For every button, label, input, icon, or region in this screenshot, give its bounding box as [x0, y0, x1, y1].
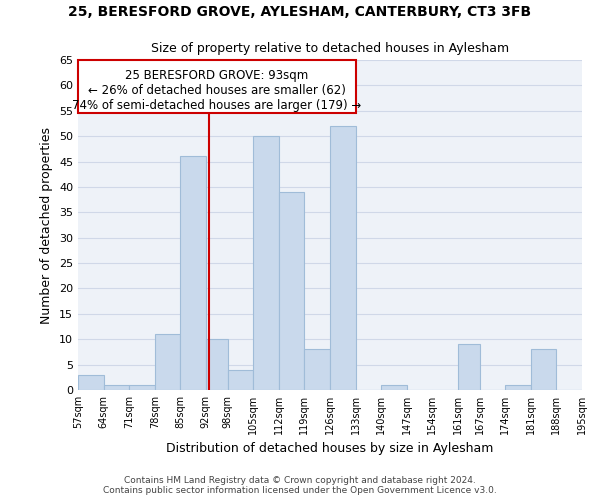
- Bar: [279, 192, 304, 390]
- FancyBboxPatch shape: [78, 60, 356, 114]
- Bar: [304, 350, 330, 390]
- Bar: [129, 385, 155, 390]
- Bar: [228, 370, 253, 390]
- Text: 74% of semi-detached houses are larger (179) →: 74% of semi-detached houses are larger (…: [72, 99, 361, 112]
- Bar: [458, 344, 480, 390]
- Text: ← 26% of detached houses are smaller (62): ← 26% of detached houses are smaller (62…: [88, 84, 346, 97]
- X-axis label: Distribution of detached houses by size in Aylesham: Distribution of detached houses by size …: [166, 442, 494, 456]
- Bar: [155, 334, 180, 390]
- Bar: [330, 126, 356, 390]
- Bar: [505, 385, 531, 390]
- Bar: [381, 385, 407, 390]
- Text: 25 BERESFORD GROVE: 93sqm: 25 BERESFORD GROVE: 93sqm: [125, 68, 308, 82]
- Text: 25, BERESFORD GROVE, AYLESHAM, CANTERBURY, CT3 3FB: 25, BERESFORD GROVE, AYLESHAM, CANTERBUR…: [68, 5, 532, 19]
- Bar: [78, 375, 104, 390]
- Y-axis label: Number of detached properties: Number of detached properties: [40, 126, 53, 324]
- Bar: [531, 350, 556, 390]
- Bar: [253, 136, 279, 390]
- Bar: [206, 339, 228, 390]
- Bar: [180, 156, 206, 390]
- Bar: [104, 385, 129, 390]
- Title: Size of property relative to detached houses in Aylesham: Size of property relative to detached ho…: [151, 42, 509, 54]
- Text: Contains HM Land Registry data © Crown copyright and database right 2024.
Contai: Contains HM Land Registry data © Crown c…: [103, 476, 497, 495]
